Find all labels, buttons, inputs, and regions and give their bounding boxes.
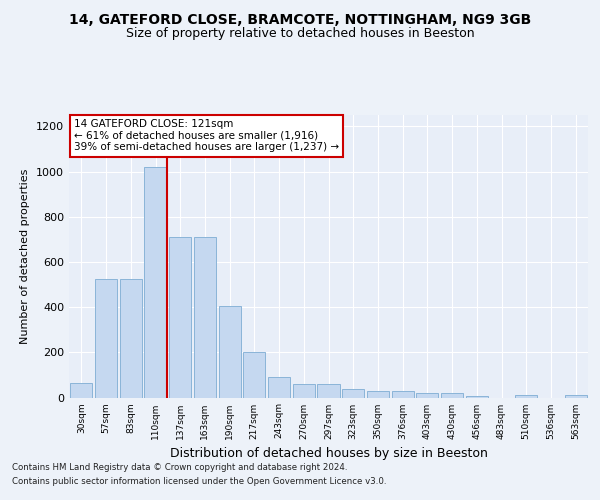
Text: 14, GATEFORD CLOSE, BRAMCOTE, NOTTINGHAM, NG9 3GB: 14, GATEFORD CLOSE, BRAMCOTE, NOTTINGHAM… <box>69 12 531 26</box>
Text: 14 GATEFORD CLOSE: 121sqm
← 61% of detached houses are smaller (1,916)
39% of se: 14 GATEFORD CLOSE: 121sqm ← 61% of detac… <box>74 119 340 152</box>
Bar <box>342 389 364 398</box>
Bar <box>466 396 488 398</box>
Bar <box>194 237 216 398</box>
X-axis label: Distribution of detached houses by size in Beeston: Distribution of detached houses by size … <box>170 447 487 460</box>
Bar <box>218 306 241 398</box>
Bar <box>119 279 142 398</box>
Text: Contains public sector information licensed under the Open Government Licence v3: Contains public sector information licen… <box>12 477 386 486</box>
Bar <box>317 384 340 398</box>
Bar <box>367 390 389 398</box>
Bar <box>293 384 315 398</box>
Bar <box>70 383 92 398</box>
Bar <box>416 394 439 398</box>
Y-axis label: Number of detached properties: Number of detached properties <box>20 168 31 344</box>
Bar <box>95 279 117 398</box>
Bar <box>392 390 414 398</box>
Text: Contains HM Land Registry data © Crown copyright and database right 2024.: Contains HM Land Registry data © Crown c… <box>12 464 347 472</box>
Bar <box>515 395 538 398</box>
Bar <box>268 377 290 398</box>
Bar <box>565 395 587 398</box>
Bar <box>145 167 167 398</box>
Bar <box>243 352 265 398</box>
Text: Size of property relative to detached houses in Beeston: Size of property relative to detached ho… <box>125 28 475 40</box>
Bar <box>441 394 463 398</box>
Bar <box>169 237 191 398</box>
